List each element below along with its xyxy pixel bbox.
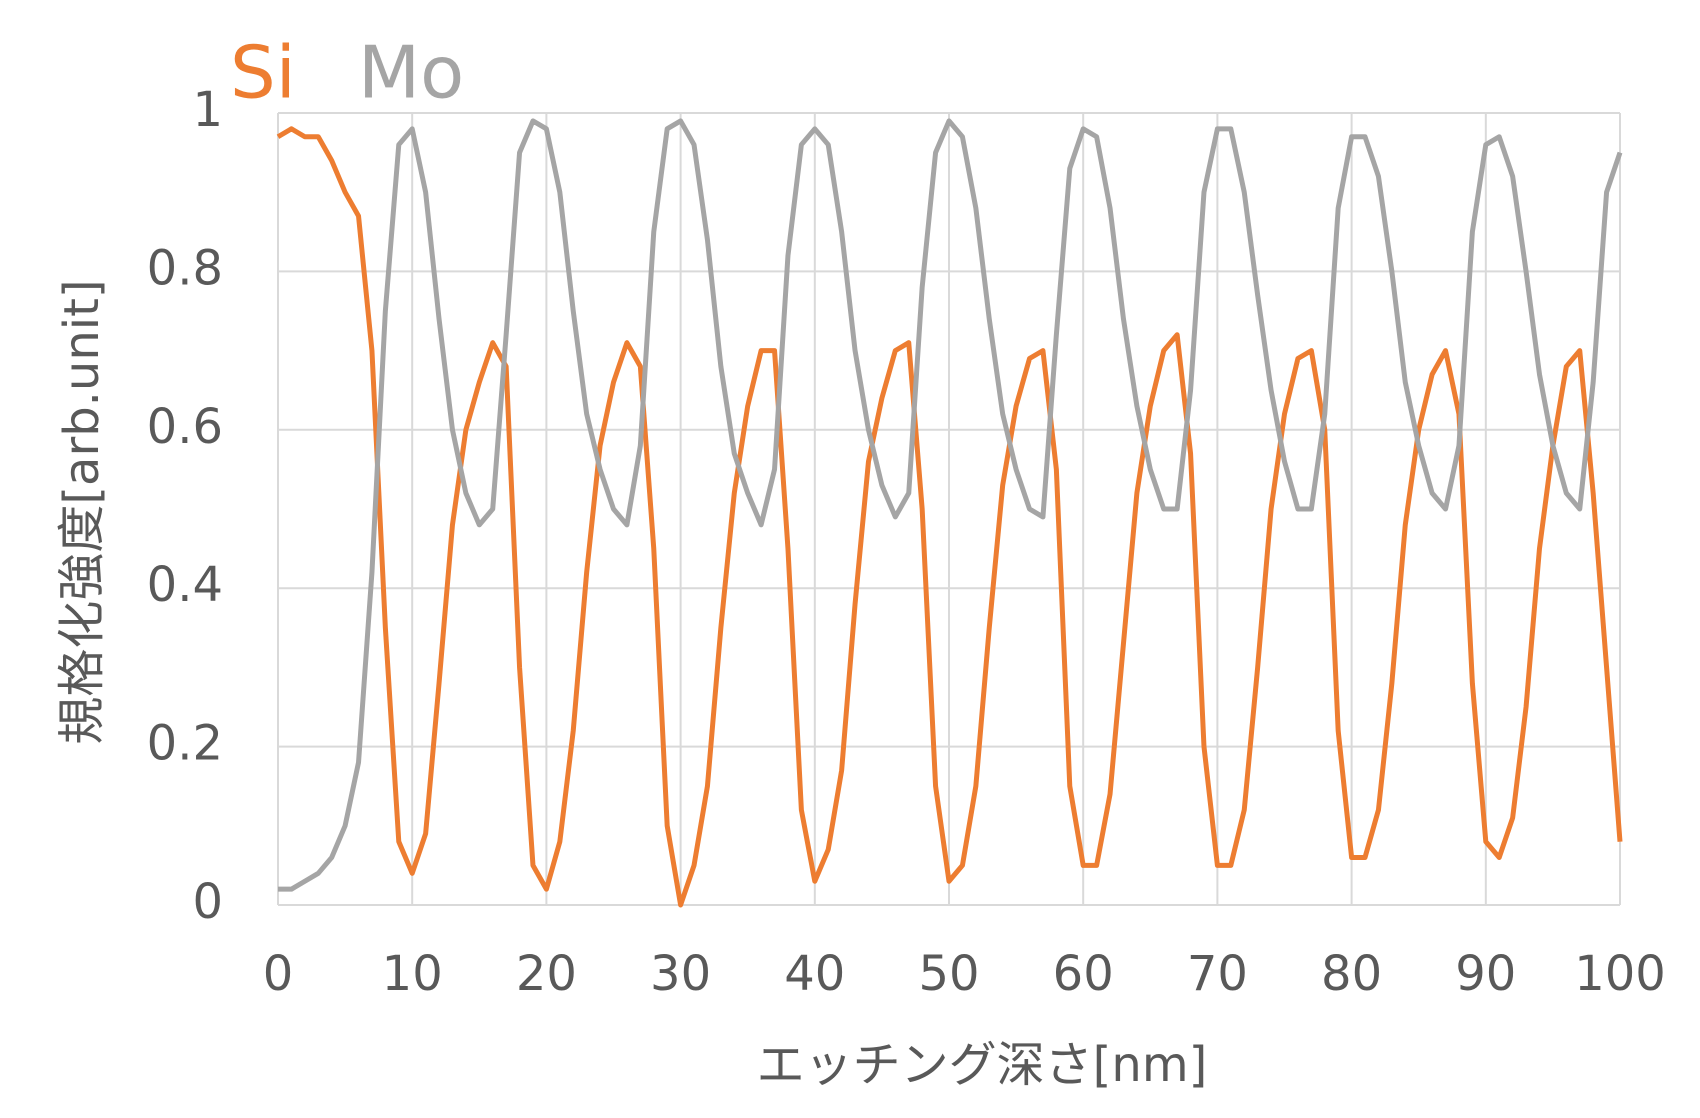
x-tick-label: 80	[1321, 946, 1382, 1002]
x-tick-label: 50	[918, 946, 979, 1002]
x-axis-label: エッチング深さ[nm]	[757, 1037, 1208, 1093]
legend-label: Si	[230, 31, 296, 115]
y-tick-label: 0	[192, 874, 223, 930]
x-tick-label: 30	[650, 946, 711, 1002]
y-tick-label: 0.2	[147, 716, 223, 772]
x-tick-label: 40	[784, 946, 845, 1002]
x-tick-label: 100	[1574, 946, 1666, 1002]
x-tick-label: 20	[516, 946, 577, 1002]
x-tick-label: 70	[1187, 946, 1248, 1002]
y-tick-label: 0.4	[147, 557, 223, 613]
x-tick-label: 60	[1053, 946, 1114, 1002]
y-tick-label: 1	[192, 82, 223, 138]
legend-label: Mo	[358, 31, 464, 115]
x-tick-label: 10	[382, 946, 443, 1002]
series-line	[276, 126, 1623, 908]
y-tick-label: 0.6	[147, 399, 223, 455]
y-tick-label: 0.8	[147, 240, 223, 296]
x-tick-label: 0	[263, 946, 294, 1002]
y-axis-label: 規格化強度[arb.unit]	[54, 279, 110, 744]
x-tick-label: 90	[1455, 946, 1516, 1002]
series-line	[278, 118, 1623, 892]
